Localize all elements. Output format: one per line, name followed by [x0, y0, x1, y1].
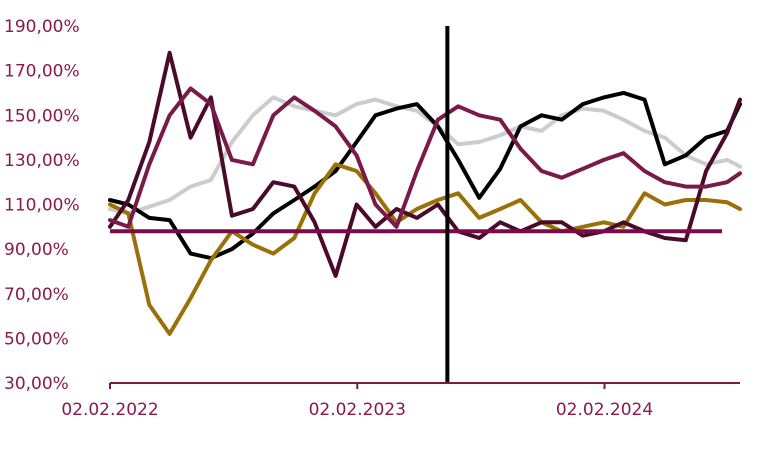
y-tick-label: 70,00% [4, 285, 69, 305]
y-tick-label: 30,00% [4, 374, 69, 394]
x-tick-label: 02.02.2024 [556, 400, 653, 420]
y-tick-label: 110,00% [4, 196, 80, 216]
x-axis-tick-labels: 02.02.2022 02.02.2023 02.02.2024 [61, 400, 653, 420]
series-line-4 [108, 50, 742, 278]
y-tick-label: 190,00% [4, 17, 80, 37]
x-axis [109, 382, 740, 389]
y-axis-tick-labels: 190,00% 170,00% 150,00% 130,00% 110,00% 90,00… [4, 17, 80, 394]
y-tick-label: 150,00% [4, 106, 80, 126]
series-line-1 [108, 95, 742, 216]
reference-lines [110, 26, 722, 384]
series-layer [108, 50, 742, 336]
y-tick-label: 90,00% [4, 240, 69, 260]
y-tick-label: 170,00% [4, 62, 80, 82]
y-tick-label: 130,00% [4, 151, 80, 171]
series-line-3 [108, 162, 742, 336]
x-tick-label: 02.02.2022 [61, 400, 158, 420]
y-tick-label: 50,00% [4, 329, 69, 349]
x-tick-label: 02.02.2023 [309, 400, 406, 420]
series-line-5 [108, 86, 742, 229]
